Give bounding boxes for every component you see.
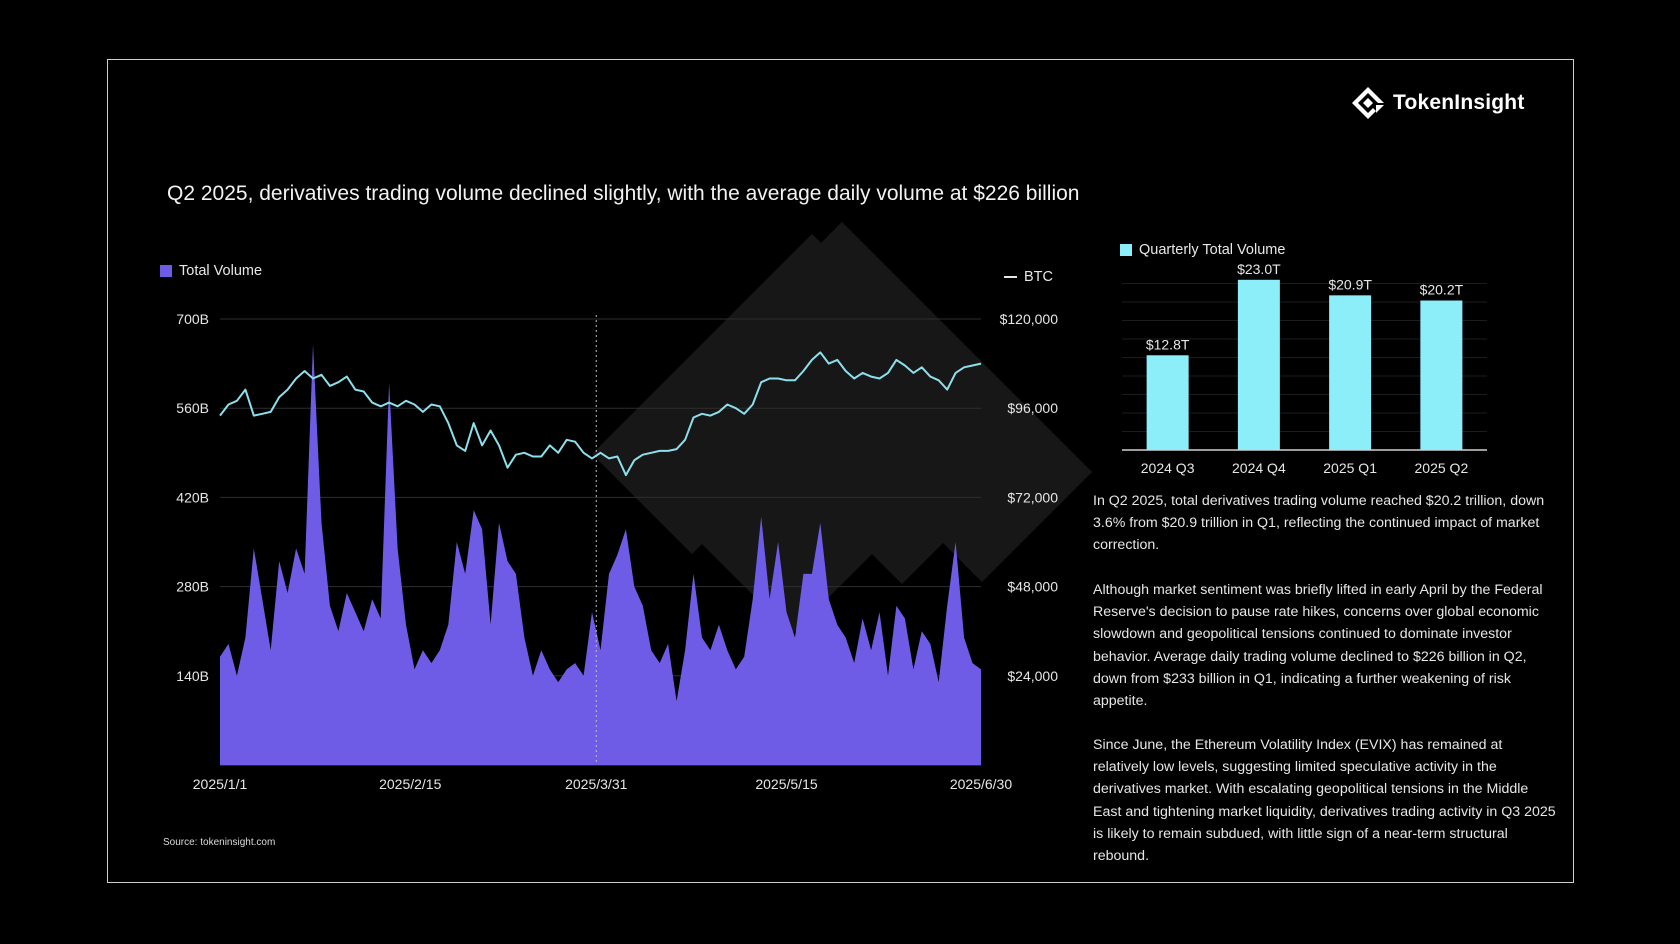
btc-price-line: [219, 351, 982, 477]
bar-value-label: $23.0T: [1237, 261, 1281, 277]
x-tick-label: 2025/6/30: [950, 776, 1012, 792]
bar-value-label: $12.8T: [1146, 336, 1190, 352]
y-right-tick-label: $48,000: [1007, 579, 1058, 595]
bar-category-label: 2025 Q2: [1415, 460, 1469, 476]
legend-swatch-volume: [160, 265, 172, 277]
quarterly-bar: [1329, 295, 1372, 450]
legend-label-quarterly: Quarterly Total Volume: [1139, 242, 1286, 258]
bar-value-label: $20.9T: [1328, 276, 1372, 292]
y-left-tick-label: 560B: [176, 400, 209, 416]
y-right-tick-label: $72,000: [1007, 489, 1058, 505]
quarterly-bar: [1146, 355, 1189, 450]
paragraph-2: Although market sentiment was briefly li…: [1093, 582, 1543, 710]
tokeninsight-logo-icon: [1352, 87, 1384, 119]
bar-category-label: 2024 Q4: [1232, 460, 1286, 476]
y-right-tick-label: $120,000: [1000, 311, 1059, 327]
x-tick-label: 2025/1/1: [193, 776, 248, 792]
brand-name: TokenInsight: [1393, 91, 1525, 114]
bar-category-label: 2024 Q3: [1141, 460, 1195, 476]
x-tick-label: 2025/3/31: [565, 776, 627, 792]
bar-value-label: $20.2T: [1420, 282, 1464, 298]
paragraph-1: In Q2 2025, total derivatives trading vo…: [1093, 493, 1545, 554]
legend-total-volume: Total Volume: [160, 263, 262, 279]
page-title: Q2 2025, derivatives trading volume decl…: [167, 182, 1080, 205]
quarterly-bar: [1420, 300, 1463, 450]
main-axis-labels: 140B 280B 420B 560B 700B $24,000 $48,000 $72,00…: [176, 311, 1058, 792]
volume-area: [220, 344, 981, 765]
bar-marks: $12.8T 2024 Q3 $23.0T 2024 Q4 $20.9T 2025 Q1 $…: [1141, 261, 1469, 476]
y-right-tick-label: $24,000: [1007, 668, 1058, 684]
x-tick-label: 2025/2/15: [379, 776, 441, 792]
legend-label-volume: Total Volume: [179, 263, 263, 279]
legend-quarterly-volume: Quarterly Total Volume: [1120, 242, 1285, 258]
source-note: Source: tokeninsight.com: [163, 837, 276, 848]
paragraph-3: Since June, the Ethereum Volatility Inde…: [1093, 737, 1556, 865]
y-left-tick-label: 700B: [176, 311, 209, 327]
x-tick-label: 2025/5/15: [755, 776, 817, 792]
y-left-tick-label: 280B: [176, 579, 209, 595]
legend-btc: BTC: [1004, 269, 1053, 285]
bar-category-label: 2025 Q1: [1323, 460, 1377, 476]
legend-swatch-quarterly: [1120, 244, 1132, 256]
y-left-tick-label: 420B: [176, 489, 209, 505]
legend-label-btc: BTC: [1024, 269, 1053, 285]
quarterly-bar: [1237, 279, 1280, 450]
brand-logo: TokenInsight: [1351, 86, 1525, 120]
y-right-tick-label: $96,000: [1007, 400, 1058, 416]
y-left-tick-label: 140B: [176, 668, 209, 684]
legend-line-btc: [1004, 276, 1017, 278]
